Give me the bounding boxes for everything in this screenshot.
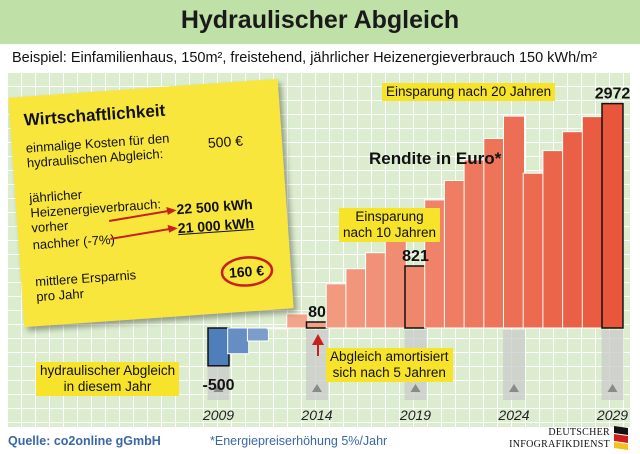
bar-2019 (404, 265, 427, 329)
savings-label: mittlere Ersparnis pro Jahr (34, 267, 137, 305)
page-title: Hydraulischer Abgleich (180, 6, 460, 34)
data-label-2014: 80 (308, 304, 326, 321)
note-title: Wirtschaftlichkeit (23, 100, 166, 130)
bar-2027 (562, 131, 585, 329)
footnote-text: *Energiepreiserhöhung 5%/Jahr (210, 434, 388, 448)
cost-label: einmalige Kosten für den hydraulischen A… (25, 130, 170, 171)
annotation-twenty-years: Einsparung nach 20 Jahren (382, 83, 556, 101)
cost-value: 500 € (207, 132, 244, 151)
before-label: vorher (30, 217, 69, 236)
bar-2029 (601, 102, 624, 329)
x-tick-label-2014: 2014 (300, 407, 332, 423)
subtitle: Beispiel: Einfamilienhaus, 150m², freist… (12, 50, 598, 66)
bar-2015 (325, 283, 348, 329)
annotation-ten-years: Einsparung nach 10 Jahren (339, 208, 441, 242)
chart-title: Rendite in Euro* (369, 149, 502, 168)
after-label: nachher (-7%) (32, 231, 116, 253)
x-tick-label-2024: 2024 (497, 407, 529, 423)
bar-2017 (365, 252, 388, 329)
title-band (0, 0, 640, 44)
tick-marker-2024 (509, 384, 519, 392)
annotation-start: hydraulischer Abgleich in diesem Jahr (36, 362, 180, 396)
x-axis-labels: 2009 2014 2019 2024 2029 (202, 407, 628, 423)
bar-2016 (345, 268, 368, 329)
bar-2010 (227, 327, 250, 355)
bars (207, 102, 624, 367)
x-tick-label-2029: 2029 (596, 407, 628, 423)
tick-pillar-2024 (503, 330, 525, 400)
after-value: 21 000 kWh (177, 214, 255, 237)
bar-2022 (463, 159, 486, 329)
bar-2014 (305, 321, 329, 329)
source-text: Quelle: co2online gGmbH (8, 434, 161, 448)
tick-marker-2019 (410, 384, 421, 392)
flag-icon (614, 426, 628, 450)
annotation-amortisation: Abgleich amortisiert sich nach 5 Jahren (326, 348, 453, 382)
data-label-2029: 2972 (595, 86, 631, 103)
x-tick-label-2009: 2009 (202, 407, 234, 423)
bar-2012 (266, 327, 289, 330)
bar-2028 (581, 116, 604, 329)
tick-marker-2029 (607, 384, 618, 392)
data-label-2009: -500 (202, 377, 234, 394)
data-labels: -500 80 821 2972 (202, 86, 630, 394)
economics-note: Wirtschaftlichkeit einmalige Kosten für … (8, 78, 294, 328)
bar-2026 (542, 150, 565, 329)
bar-2009 (207, 327, 230, 367)
data-label-2019: 821 (402, 248, 429, 265)
publisher-logo: DEUTSCHER INFOGRAFIKDIENST (506, 424, 631, 452)
bar-2013 (286, 313, 309, 329)
bar-2021 (443, 180, 466, 329)
savings-circle (220, 256, 274, 287)
tick-marker-2009 (213, 384, 224, 392)
bar-2024 (503, 115, 525, 329)
x-tick-label-2019: 2019 (399, 407, 431, 423)
amortisation-arrowhead (312, 334, 324, 345)
before-value: 22 500 kWh (175, 195, 254, 218)
arrow-icon (108, 206, 178, 240)
tick-pillar-2014 (306, 330, 328, 400)
tick-marker-2014 (312, 384, 322, 392)
bar-2025 (522, 172, 545, 329)
tick-pillar-2029 (601, 330, 624, 400)
bar-2011 (246, 327, 269, 342)
